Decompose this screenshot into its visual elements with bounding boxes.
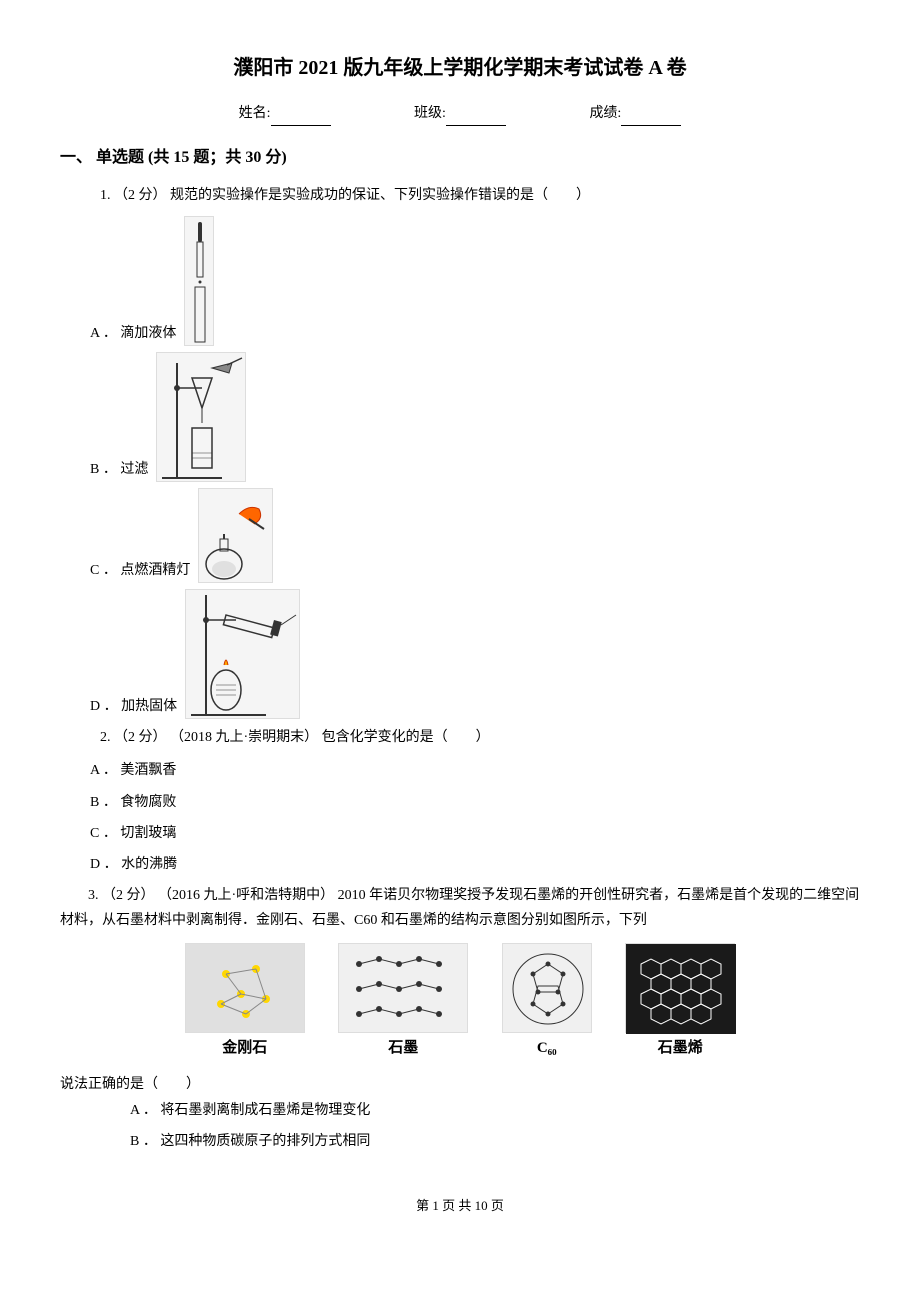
score-label: 成绩:: [589, 106, 621, 121]
q2-points: （2 分）: [114, 730, 167, 745]
graphene-label: 石墨烯: [625, 1035, 735, 1062]
graphite-structure: 石墨: [338, 943, 468, 1062]
c60-diagram: [502, 943, 592, 1033]
diamond-structure: 金刚石: [185, 943, 305, 1062]
question-2: 2. （2 分） （2018 九上·崇明期末） 包含化学变化的是（ ）: [60, 725, 860, 750]
name-label: 姓名:: [239, 106, 271, 121]
dropper-diagram: [184, 216, 214, 346]
class-label: 班级:: [414, 106, 446, 121]
page-footer: 第 1 页 共 10 页: [60, 1194, 860, 1217]
score-field: 成绩:: [589, 101, 681, 126]
q2-option-d: D ． 水的沸腾: [60, 852, 860, 877]
q1-option-b: B ． 过滤: [60, 352, 860, 482]
c60-structure: C₆₀: [502, 943, 592, 1062]
q3-structure-images: 金刚石 石墨: [60, 943, 860, 1062]
c60-label: C₆₀: [502, 1035, 592, 1062]
q2-source: （2018 九上·崇明期末）: [170, 730, 318, 745]
filter-diagram: [156, 352, 246, 482]
student-info-line: 姓名: 班级: 成绩:: [60, 101, 860, 126]
name-blank: [271, 125, 331, 126]
q1-optD-text: D ． 加热固体: [90, 694, 177, 719]
q3-option-a: A ． 将石墨剥离制成石墨烯是物理变化: [60, 1098, 860, 1123]
q3-source: （2016 九上·呼和浩特期中）: [158, 888, 334, 903]
diamond-diagram: [185, 943, 305, 1033]
q1-text: 规范的实验操作是实验成功的保证、下列实验操作错误的是（ ）: [170, 188, 590, 203]
q1-optB-text: B ． 过滤: [90, 457, 148, 482]
graphene-structure: 石墨烯: [625, 943, 735, 1062]
graphene-diagram: [625, 943, 735, 1033]
q3-option-b: B ． 这四种物质碳原子的排列方式相同: [60, 1129, 860, 1154]
q2-option-a: A ． 美酒飘香: [60, 758, 860, 783]
q1-option-c: C ． 点燃酒精灯: [60, 488, 860, 583]
q2-num: 2.: [100, 730, 111, 745]
q1-num: 1.: [100, 188, 111, 203]
graphite-diagram: [338, 943, 468, 1033]
alcohol-lamp-diagram: [198, 488, 273, 583]
q1-optA-text: A ． 滴加液体: [90, 321, 176, 346]
q2-option-b: B ． 食物腐败: [60, 790, 860, 815]
question-1: 1. （2 分） 规范的实验操作是实验成功的保证、下列实验操作错误的是（ ）: [60, 183, 860, 208]
q2-text: 包含化学变化的是（ ）: [322, 730, 490, 745]
class-field: 班级:: [414, 101, 506, 126]
q1-points: （2 分）: [114, 188, 167, 203]
score-blank: [621, 125, 681, 126]
class-blank: [446, 125, 506, 126]
exam-title: 濮阳市 2021 版九年级上学期化学期末考试试卷 A 卷: [60, 50, 860, 86]
q1-option-a: A ． 滴加液体: [60, 216, 860, 346]
q3-num: 3.: [88, 888, 99, 903]
section-header: 一、 单选题 (共 15 题；共 30 分): [60, 144, 860, 173]
q3-text-continue: 说法正确的是（ ）: [60, 1072, 860, 1097]
graphite-label: 石墨: [338, 1035, 468, 1062]
diamond-label: 金刚石: [185, 1035, 305, 1062]
q1-optC-text: C ． 点燃酒精灯: [90, 558, 190, 583]
q3-points: （2 分）: [102, 888, 155, 903]
heating-solid-diagram: [185, 589, 300, 719]
question-3: 3. （2 分） （2016 九上·呼和浩特期中） 2010 年诺贝尔物理奖授予…: [60, 883, 860, 933]
q1-option-d: D ． 加热固体: [60, 589, 860, 719]
name-field: 姓名:: [239, 101, 331, 126]
q2-option-c: C ． 切割玻璃: [60, 821, 860, 846]
